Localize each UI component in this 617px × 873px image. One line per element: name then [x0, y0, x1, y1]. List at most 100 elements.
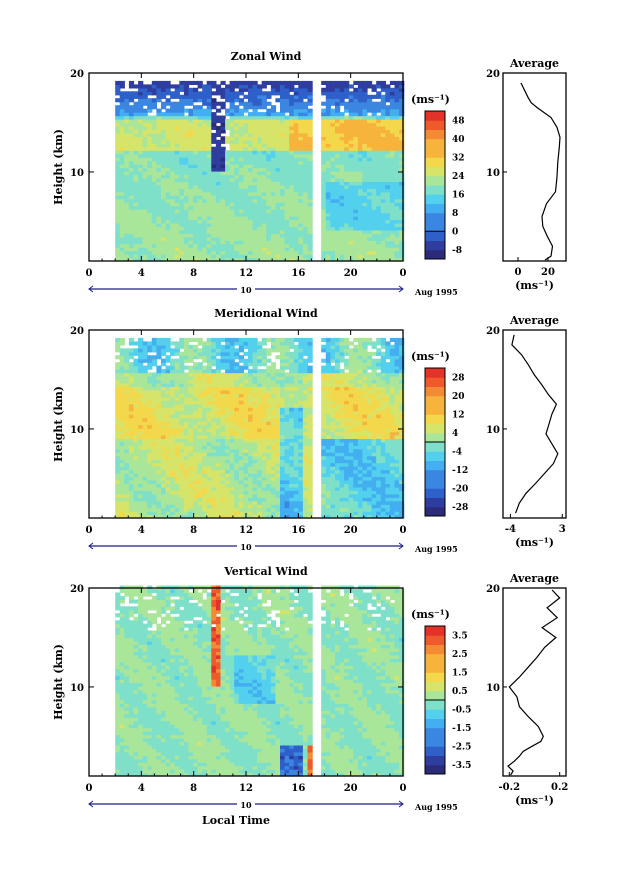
- date-axis-arrow-right: [398, 285, 404, 293]
- average-x-label: (ms⁻¹): [515, 279, 554, 292]
- y-tick-label: 10: [70, 683, 84, 694]
- average-x-tick-label: 0.2: [551, 782, 568, 793]
- day-label: 10: [240, 800, 252, 810]
- x-tick-label: 0: [86, 525, 93, 536]
- date-label: Aug 1995: [414, 802, 458, 812]
- x-tick-label: 0: [86, 268, 93, 279]
- panel-title: Vertical Wind: [223, 565, 308, 578]
- colorbar-swatch: [425, 755, 445, 766]
- colorbar-tick-label: 1.5: [452, 668, 468, 678]
- colorbar-swatch: [425, 231, 445, 241]
- average-profile-line: [511, 334, 559, 514]
- colorbar-tick-label: -8: [452, 246, 462, 256]
- colorbar-swatch: [425, 249, 445, 260]
- colorbar-tick-label: 12: [452, 410, 465, 420]
- y-axis-label: Height (km): [52, 386, 65, 462]
- colorbar-swatch: [425, 700, 445, 710]
- y-tick-label: 20: [70, 69, 84, 80]
- average-y-tick-label: 20: [486, 584, 500, 595]
- average-y-tick-label: 10: [486, 168, 500, 179]
- colorbar-tick-label: 28: [452, 373, 465, 383]
- day-label: 10: [240, 542, 252, 552]
- y-tick-label: 10: [70, 168, 84, 179]
- heatmap-cells: [115, 337, 405, 519]
- colorbar-swatch: [425, 727, 445, 738]
- colorbar-tick-label: 8: [452, 209, 458, 219]
- colorbar-swatch: [425, 442, 445, 452]
- colorbar-unit: (ms⁻¹): [411, 608, 450, 621]
- date-axis-arrow-right: [398, 800, 404, 808]
- x-tick-label: 0: [400, 268, 407, 279]
- date-axis-arrow-left: [88, 285, 94, 293]
- average-x-tick-label: -0.2: [499, 782, 521, 793]
- colorbar-swatch: [425, 460, 445, 471]
- colorbar-swatch: [425, 626, 445, 636]
- average-x-label: (ms⁻¹): [515, 794, 554, 807]
- x-axis-label: Local Time: [202, 814, 270, 827]
- colorbar-tick-label: 0.5: [452, 687, 468, 697]
- colorbar-swatch: [425, 129, 445, 140]
- colorbar-swatch: [425, 469, 445, 480]
- date-axis-arrow-left: [88, 800, 94, 808]
- colorbar-swatch: [425, 709, 445, 719]
- x-tick-label: 4: [138, 783, 145, 794]
- date-axis-arrow-right: [398, 542, 404, 550]
- x-tick-label: 20: [344, 268, 358, 279]
- colorbar-swatch: [425, 506, 445, 517]
- colorbar-swatch: [425, 111, 445, 121]
- average-x-tick-label: 3: [559, 524, 566, 535]
- colorbar-tick-label: 32: [452, 153, 465, 163]
- colorbar-tick-label: 3.5: [452, 631, 468, 641]
- colorbar-swatch: [425, 212, 445, 223]
- colorbar-swatch: [425, 166, 445, 177]
- colorbar-swatch: [425, 451, 445, 461]
- average-frame: [502, 72, 567, 262]
- colorbar-swatch: [425, 222, 445, 232]
- x-tick-label: 0: [400, 783, 407, 794]
- heatmap-cells: [115, 585, 405, 777]
- average-frame: [502, 587, 567, 777]
- day-label: 10: [240, 285, 252, 295]
- colorbar-swatch: [425, 746, 445, 756]
- panel-meridional-wind: 10 20 0 4 8 12 16 20 0 Meridional Wind Height (km)…: [52, 307, 567, 554]
- colorbar-swatch: [425, 681, 445, 692]
- colorbar-swatch: [425, 175, 445, 186]
- colorbar-swatch: [425, 644, 445, 655]
- x-tick-label: 12: [239, 783, 253, 794]
- colorbar-tick-label: 24: [452, 172, 465, 182]
- colorbar-frame: [424, 110, 446, 260]
- colorbar-swatch: [425, 240, 445, 251]
- x-tick-label: 0: [400, 525, 407, 536]
- average-x-tick-label: -4: [505, 524, 516, 535]
- colorbar-swatch: [425, 395, 445, 406]
- colorbar-swatch: [425, 690, 445, 701]
- x-tick-label: 16: [291, 525, 305, 536]
- x-tick-label: 16: [291, 783, 305, 794]
- colorbar-swatch: [425, 497, 445, 508]
- colorbar-swatch: [425, 138, 445, 149]
- colorbar-swatch: [425, 653, 445, 664]
- colorbar-swatch: [425, 203, 445, 214]
- colorbar-swatch: [425, 148, 445, 158]
- colorbar-tick-label: 20: [452, 392, 465, 402]
- colorbar-swatch: [425, 386, 445, 397]
- x-tick-label: 8: [190, 268, 197, 279]
- x-tick-label: 8: [190, 525, 197, 536]
- x-tick-label: 4: [138, 268, 145, 279]
- colorbar-tick-label: 0: [452, 227, 458, 237]
- colorbar-tick-label: -2.5: [452, 742, 471, 752]
- colorbar-swatch: [425, 423, 445, 434]
- colorbar-swatch: [425, 663, 445, 673]
- heatmap-cells: [115, 80, 405, 262]
- average-frame: [502, 329, 567, 519]
- average-y-tick-label: 10: [486, 683, 500, 694]
- colorbar-tick-label: 2.5: [452, 650, 468, 660]
- average-title: Average: [509, 572, 559, 585]
- x-tick-label: 20: [344, 783, 358, 794]
- x-tick-label: 20: [344, 525, 358, 536]
- date-axis-arrow-left: [88, 542, 94, 550]
- colorbar-tick-label: 4: [452, 429, 458, 439]
- panel-title: Zonal Wind: [231, 50, 302, 63]
